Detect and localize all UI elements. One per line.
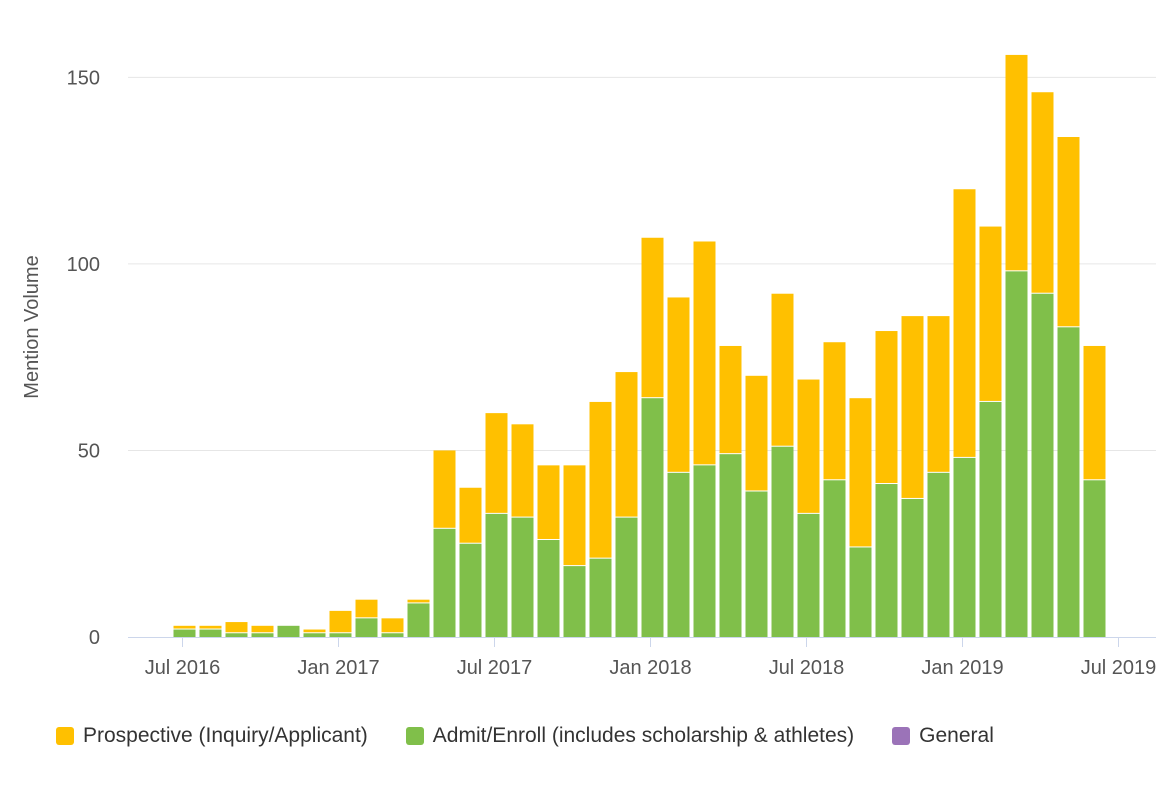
bar-segment[interactable] bbox=[459, 543, 482, 637]
bar-segment[interactable] bbox=[667, 297, 690, 472]
bar-segment[interactable] bbox=[953, 457, 976, 637]
bar-segment[interactable] bbox=[277, 625, 300, 637]
bar-segment[interactable] bbox=[849, 398, 872, 547]
legend-label-general: General bbox=[919, 724, 994, 747]
bar-segment[interactable] bbox=[537, 465, 560, 539]
bar-segment[interactable] bbox=[433, 450, 456, 528]
bar-segment[interactable] bbox=[173, 629, 196, 637]
bar-segment[interactable] bbox=[355, 618, 378, 637]
x-axis: Jul 2016 Jan 2017 Jul 2017 Jan 2018 Jul 2018… bbox=[128, 637, 1156, 679]
y-tick-label: 50 bbox=[78, 440, 100, 462]
bar-segment[interactable] bbox=[407, 599, 430, 603]
x-tick-label: Jul 2017 bbox=[457, 657, 533, 679]
bar-segment[interactable] bbox=[563, 465, 586, 566]
bar-segment[interactable] bbox=[641, 237, 664, 398]
bar-segment[interactable] bbox=[511, 424, 534, 517]
bar-segment[interactable] bbox=[693, 241, 716, 465]
bar-segment[interactable] bbox=[589, 558, 612, 637]
bar-segment[interactable] bbox=[355, 599, 378, 618]
bar-segment[interactable] bbox=[901, 498, 924, 637]
bar-segment[interactable] bbox=[407, 603, 430, 637]
bar-segment[interactable] bbox=[875, 484, 898, 637]
legend-swatch-admit-enroll bbox=[405, 727, 424, 745]
bar-segment[interactable] bbox=[797, 379, 820, 513]
bar-segment[interactable] bbox=[901, 316, 924, 498]
bar-segment[interactable] bbox=[199, 625, 222, 629]
legend-item-general[interactable]: General bbox=[892, 724, 994, 748]
legend: Prospective (Inquiry/Applicant) Admit/En… bbox=[56, 724, 1032, 748]
x-tick-label: Jan 2019 bbox=[921, 657, 1003, 679]
bar-segment[interactable] bbox=[1057, 137, 1080, 327]
bar-segment[interactable] bbox=[745, 491, 768, 637]
bar-segment[interactable] bbox=[719, 454, 742, 637]
bar-segment[interactable] bbox=[1083, 480, 1106, 637]
bar-segment[interactable] bbox=[1005, 54, 1028, 271]
legend-swatch-prospective bbox=[56, 727, 74, 745]
bar-segment[interactable] bbox=[771, 446, 794, 637]
bar-segment[interactable] bbox=[225, 633, 248, 637]
bar-segment[interactable] bbox=[1005, 271, 1028, 637]
bar-segment[interactable] bbox=[615, 517, 638, 637]
bar-segment[interactable] bbox=[771, 293, 794, 446]
y-axis-title: Mention Volume bbox=[21, 255, 43, 398]
bar-segment[interactable] bbox=[1031, 293, 1054, 637]
bar-segment[interactable] bbox=[823, 342, 846, 480]
bar-segment[interactable] bbox=[589, 401, 612, 558]
bar-segment[interactable] bbox=[641, 398, 664, 637]
bar-segment[interactable] bbox=[797, 513, 820, 637]
bar-segment[interactable] bbox=[615, 372, 638, 517]
y-tick-label: 150 bbox=[67, 67, 100, 89]
bar-segment[interactable] bbox=[979, 226, 1002, 401]
bar-segment[interactable] bbox=[329, 633, 352, 637]
x-tick-label: Jul 2019 bbox=[1081, 657, 1157, 679]
legend-label-prospective: Prospective (Inquiry/Applicant) bbox=[83, 724, 368, 747]
bar-segment[interactable] bbox=[1083, 345, 1106, 480]
bar-segment[interactable] bbox=[849, 547, 872, 637]
bar-segment[interactable] bbox=[511, 517, 534, 637]
bar-segment[interactable] bbox=[485, 413, 508, 513]
bar-segment[interactable] bbox=[459, 487, 482, 543]
bar-segment[interactable] bbox=[1031, 92, 1054, 293]
bar-segment[interactable] bbox=[329, 610, 352, 633]
bar-segment[interactable] bbox=[953, 189, 976, 457]
bar-segment[interactable] bbox=[537, 539, 560, 637]
bar-segment[interactable] bbox=[693, 465, 716, 637]
bar-segment[interactable] bbox=[381, 618, 404, 633]
x-tick-label: Jul 2018 bbox=[769, 657, 845, 679]
bars bbox=[173, 54, 1106, 637]
bar-segment[interactable] bbox=[433, 528, 456, 637]
bar-segment[interactable] bbox=[927, 316, 950, 472]
bar-segment[interactable] bbox=[225, 622, 248, 633]
bar-segment[interactable] bbox=[875, 331, 898, 484]
x-tick-label: Jul 2016 bbox=[145, 657, 221, 679]
bar-segment[interactable] bbox=[251, 633, 274, 637]
bar-segment[interactable] bbox=[303, 633, 326, 637]
legend-swatch-general bbox=[892, 727, 911, 745]
bar-segment[interactable] bbox=[381, 633, 404, 637]
bar-segment[interactable] bbox=[251, 625, 274, 633]
bar-segment[interactable] bbox=[979, 401, 1002, 637]
bar-segment[interactable] bbox=[303, 629, 326, 633]
bar-segment[interactable] bbox=[927, 472, 950, 637]
y-tick-label: 0 bbox=[89, 627, 100, 649]
y-axis: 0 50 100 150 bbox=[67, 67, 100, 649]
bar-segment[interactable] bbox=[563, 566, 586, 637]
y-tick-label: 100 bbox=[67, 254, 100, 276]
legend-item-prospective[interactable]: Prospective (Inquiry/Applicant) bbox=[56, 724, 368, 748]
bar-segment[interactable] bbox=[823, 480, 846, 637]
x-tick-label: Jan 2017 bbox=[297, 657, 379, 679]
bar-segment[interactable] bbox=[1057, 327, 1080, 637]
bar-segment[interactable] bbox=[485, 513, 508, 637]
legend-label-admit-enroll: Admit/Enroll (includes scholarship & ath… bbox=[432, 724, 855, 747]
x-tick-label: Jan 2018 bbox=[609, 657, 691, 679]
bar-segment[interactable] bbox=[745, 375, 768, 491]
legend-item-admit-enroll[interactable]: Admit/Enroll (includes scholarship & ath… bbox=[405, 724, 855, 748]
bar-segment[interactable] bbox=[199, 629, 222, 637]
bar-segment[interactable] bbox=[719, 345, 742, 454]
bar-segment[interactable] bbox=[667, 472, 690, 637]
bar-segment[interactable] bbox=[173, 625, 196, 629]
